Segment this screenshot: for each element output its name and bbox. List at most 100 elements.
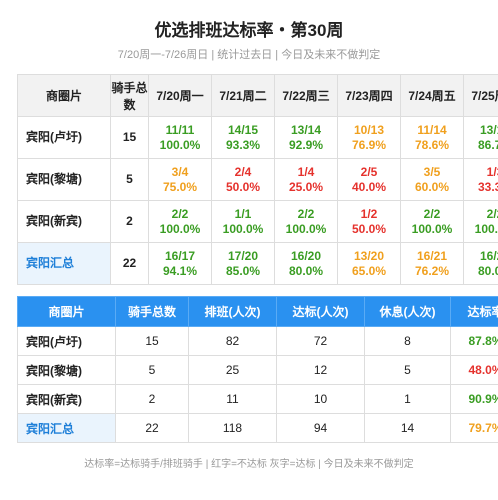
ratio: 16/17 [164,248,196,263]
ratio: 3/4 [171,164,189,179]
ratio: 2/2 [486,206,498,221]
rate: 93.3% [225,137,261,152]
ratio: 2/5 [360,164,378,179]
rate: 86.7% [477,137,498,152]
ratio: 1/2 [360,206,378,221]
ratio: 3/5 [423,164,441,179]
cell: 10 [276,384,365,414]
cell: 宾阳(卢圩) [17,326,116,356]
cell: 90.9% [450,384,498,414]
area-cell: 宾阳(新宾) [17,200,111,243]
ratio: 13/20 [353,248,385,263]
title: 优选排班达标率・第30周 [154,21,344,40]
rate: 78.6% [414,137,450,152]
column-header: 7/23周四 [337,74,401,117]
cell: 25 [188,355,277,385]
ratio: 11/11 [165,122,195,137]
rate: 33.3% [477,179,498,194]
ratio: 1/1 [234,206,252,221]
column-header: 骑手总数 [110,74,149,117]
day-cell: 13/20 65.0% [337,242,401,285]
cell: 15 [115,326,189,356]
day-cell: 1/333.3% [463,158,498,201]
ratio: 14/15 [227,122,259,137]
riders-cell: 2 [110,200,149,243]
daily-table: 商圈片 骑手总数 7/20周一 7/21周二 7/22周三 7/23周四 7/24周五 7/2… [17,74,498,285]
day-cell: 17/20 85.0% [211,242,275,285]
ratio: 17/20 [227,248,259,263]
ratio: 13/14 [290,122,322,137]
rate: 75.0% [162,179,198,194]
ratio: 16/20 [290,248,322,263]
day-cell: 10/13 76.9% [337,116,401,159]
footer: 达标率=达标骑手/排班骑手 | 红字=不达标 灰字=达标 | 今日及未来不做判定 [84,459,414,470]
day-cell: 16/17 94.1% [148,242,212,285]
cell: 82 [188,326,277,356]
rate: 80.0% [477,263,498,278]
cell: 1 [364,384,451,414]
column-header: 达标(人次) [276,296,365,327]
ratio: 11/14 [417,122,447,137]
rate: 65.0% [351,263,387,278]
rate: 100.0% [159,221,201,236]
column-header: 排班(人次) [188,296,277,327]
subtitle: 7/20周一-7/26周日 | 统计过去日 | 今日及未来不做判定 [117,49,381,61]
day-cell: 1/1 100.0% [211,200,275,243]
cell: 5 [115,355,189,385]
row: 宾阳汇总 22 16/17 94.1% 17/20 85.0% 16/20 80.0% 13/2… [17,242,498,285]
ratio: 10/13 [353,122,385,137]
cell: 2 [115,384,189,414]
ratio: 13/15 [479,122,498,137]
rate: 50.0% [225,179,261,194]
day-cell: 1/2 50.0% [337,200,401,243]
rate: 100.0% [411,221,453,236]
row: 宾阳(卢圩) 15 11/11 100.0% 14/15 93.3% 13/14 92.9% 1… [17,116,498,159]
riders-cell: 15 [110,116,149,159]
area-cell: 宾阳(卢圩) [17,116,111,159]
column-header: 休息(人次) [364,296,451,327]
cell: 22 [115,413,189,443]
cell: 72 [276,326,365,356]
rate: 92.9% [288,137,324,152]
day-cell: 2/4 50.0% [211,158,275,201]
ratio: 1/4 [297,164,315,179]
column-header: 7/24周五 [400,74,464,117]
rate: 100.0% [474,221,498,236]
area-cell: 宾阳汇总 [17,242,111,285]
ratio: 16/20 [479,248,498,263]
column-header: 7/22周三 [274,74,338,117]
rate: 50.0% [351,221,387,236]
ratio: 2/2 [171,206,189,221]
rate: 100.0% [285,221,327,236]
column-header: 7/21周二 [211,74,275,117]
ratio: 2/2 [423,206,441,221]
column-header: 7/20周一 [148,74,212,117]
cell: 宾阳汇总 [17,413,116,443]
rate: 100.0% [222,221,264,236]
cell: 48.0% [450,355,498,385]
column-header: 7/25周六 [463,74,498,117]
cell: 宾阳(新宾) [17,384,116,414]
rate: 100.0% [159,137,201,152]
summary-table: 商圈片 骑手总数 排班(人次) 达标(人次) 休息(人次) 达标率 宾阳(卢圩) 15 82 72… [17,296,498,443]
cell: 94 [276,413,365,443]
cell: 11 [188,384,277,414]
rate: 60.0% [414,179,450,194]
row: 宾阳(黎塘) 5 3/4 75.0% 2/4 50.0% 1/4 25.0% 2/5 40.0% 3… [17,158,498,201]
rate: 94.1% [162,263,198,278]
riders-cell: 5 [110,158,149,201]
row: 宾阳(新宾) 2 2/2 100.0% 1/1 100.0% 2/2 100.0% 1/2 50.… [17,200,498,243]
rate: 80.0% [288,263,324,278]
cell: 79.7% [450,413,498,443]
rate: 76.9% [351,137,387,152]
